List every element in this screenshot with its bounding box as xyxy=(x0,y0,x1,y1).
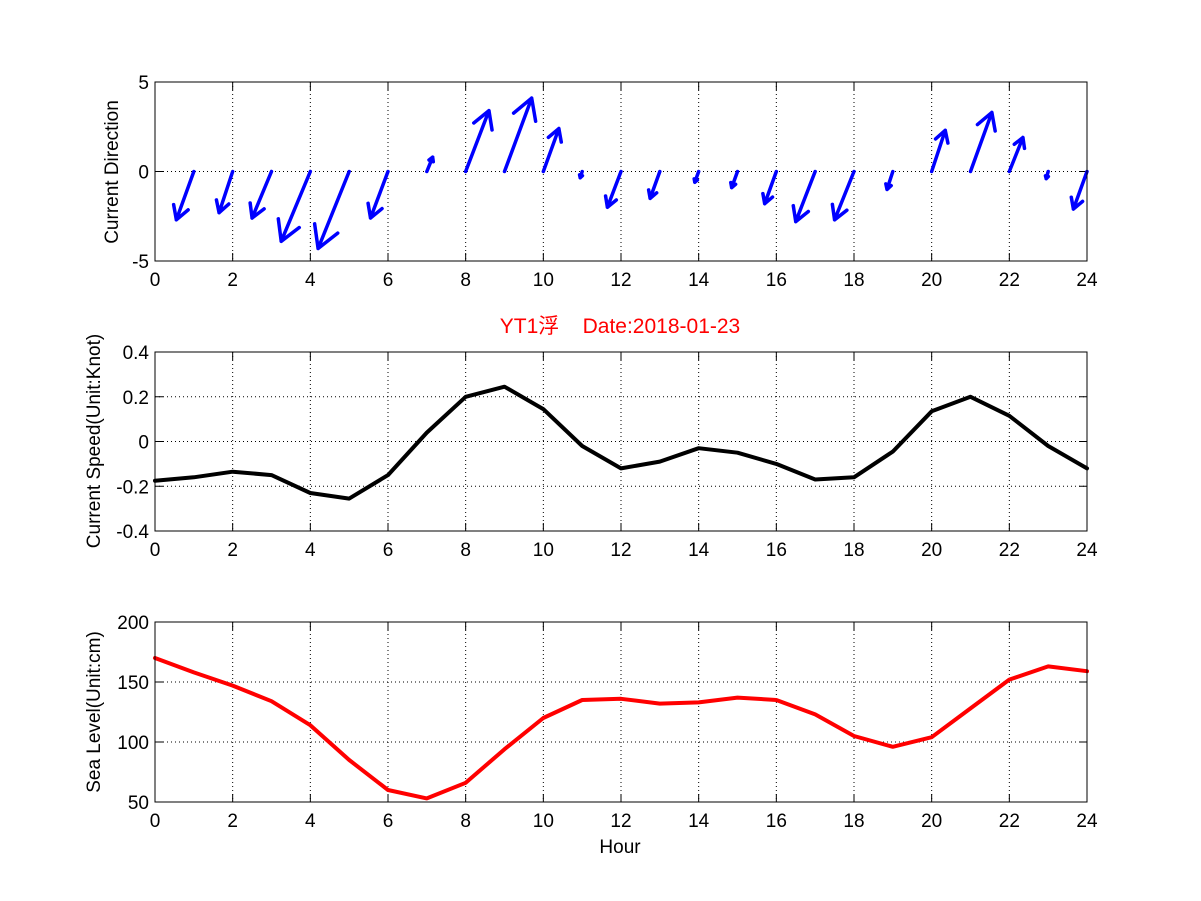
sea-level-xtick-label: 18 xyxy=(843,811,864,832)
sea-level-xtick-label: 10 xyxy=(533,811,554,832)
current-direction-panel: Current Direction 0 2 4 6 8 10 12 14 16 18 20 22 24-… xyxy=(102,73,1098,291)
current-vector-arrow xyxy=(1069,169,1089,211)
current-speed-ylabel: Current Speed(Unit:Knot) xyxy=(84,334,105,548)
current-vector-arrow xyxy=(502,96,538,174)
direction-xtick-label: 16 xyxy=(766,270,787,291)
speed-ytick-label: 0.4 xyxy=(123,343,150,364)
direction-xtick-label: 22 xyxy=(999,270,1020,291)
speed-xtick-label: 6 xyxy=(383,540,394,561)
current-vector-arrow xyxy=(1007,135,1027,174)
speed-ytick-label: -0.2 xyxy=(116,477,149,498)
current-vector-arrow xyxy=(830,169,856,222)
current-vector-arrow xyxy=(463,108,494,174)
sea-level-ytick-label: 100 xyxy=(117,733,149,754)
speed-xtick-label: 12 xyxy=(610,540,631,561)
sea-level-xtick-label: 20 xyxy=(921,811,942,832)
current-vector-arrow xyxy=(276,169,313,244)
direction-ytick-label: -5 xyxy=(132,252,149,273)
speed-series-line xyxy=(153,384,1089,501)
current-vector-arrow xyxy=(312,169,351,251)
current-vector-arrow xyxy=(1043,169,1051,181)
current-vector-arrow xyxy=(692,169,701,184)
current-vector-arrow xyxy=(425,155,436,174)
direction-ytick-label: 5 xyxy=(138,73,149,94)
direction-axes-frame xyxy=(154,81,1088,262)
direction-xtick-label: 4 xyxy=(305,270,316,291)
sea-level-panel: Sea Level(Unit:cm) Hour 0 2 4 6 8 10 12 14 16 18 2… xyxy=(84,613,1098,858)
sea-level-xlabel: Hour xyxy=(599,837,641,858)
direction-xtick-label: 6 xyxy=(383,270,394,291)
sea-level-ytick-label: 50 xyxy=(128,793,149,814)
speed-xtick-label: 4 xyxy=(305,540,316,561)
speed-xtick-label: 8 xyxy=(460,540,471,561)
current-vector-arrow xyxy=(171,169,196,222)
sea-level-xtick-label: 22 xyxy=(999,811,1020,832)
sea-level-xtick-label: 16 xyxy=(766,811,787,832)
direction-ytick-label: 0 xyxy=(138,163,149,184)
current-vector-arrow xyxy=(646,169,662,201)
current-vector-arrow xyxy=(929,128,950,174)
current-direction-ylabel: Current Direction xyxy=(102,100,123,244)
chart-title: YT1浮 Date:2018-01-23 xyxy=(500,315,740,338)
current-vector-arrow xyxy=(791,169,817,224)
current-vector-arrow xyxy=(968,110,997,174)
speed-ytick-label: 0.2 xyxy=(123,388,149,409)
current-vector-arrow xyxy=(214,169,235,215)
direction-xtick-label: 18 xyxy=(843,270,864,291)
speed-xtick-label: 22 xyxy=(999,540,1020,561)
sea-level-axes-frame xyxy=(154,621,1088,803)
sea-level-xtick-label: 14 xyxy=(688,811,710,832)
speed-xtick-label: 16 xyxy=(766,540,787,561)
speed-xtick-label: 20 xyxy=(921,540,942,561)
sea-level-xtick-label: 6 xyxy=(383,811,394,832)
sea-level-ytick-label: 200 xyxy=(117,613,149,634)
current-vector-arrow xyxy=(248,169,274,220)
sea-level-xtick-label: 2 xyxy=(227,811,238,832)
sea-level-ylabel: Sea Level(Unit:cm) xyxy=(84,631,105,793)
direction-xtick-label: 10 xyxy=(533,270,554,291)
direction-xtick-label: 20 xyxy=(921,270,942,291)
speed-xtick-label: 10 xyxy=(533,540,554,561)
sea-level-xtick-label: 12 xyxy=(610,811,631,832)
sea-level-xtick-label: 24 xyxy=(1076,811,1098,832)
direction-xtick-label: 2 xyxy=(227,270,238,291)
sea-level-xtick-label: 8 xyxy=(460,811,471,832)
current-vector-arrow xyxy=(541,126,564,174)
direction-xtick-label: 14 xyxy=(688,270,710,291)
speed-xtick-label: 24 xyxy=(1076,540,1098,561)
sea-level-xtick-label: 0 xyxy=(150,811,161,832)
current-vector-arrow xyxy=(577,169,585,180)
speed-xtick-label: 2 xyxy=(227,540,238,561)
direction-xtick-label: 8 xyxy=(460,270,471,291)
current-speed-panel: YT1浮 Date:2018-01-23 Current Speed(Unit:… xyxy=(84,315,1098,561)
speed-xtick-label: 0 xyxy=(150,540,161,561)
direction-xtick-label: 12 xyxy=(610,270,631,291)
direction-xtick-label: 24 xyxy=(1076,270,1098,291)
speed-xtick-label: 14 xyxy=(688,540,710,561)
current-vector-arrow xyxy=(761,169,779,206)
current-vector-arrow xyxy=(729,169,740,190)
current-vector-arrow xyxy=(366,169,390,220)
sea-level-series-line xyxy=(153,656,1089,801)
sea-level-xtick-label: 4 xyxy=(305,811,316,832)
sea-level-ytick-label: 150 xyxy=(117,673,149,694)
current-vector-arrow xyxy=(603,169,623,210)
sea-level-plot-area xyxy=(155,622,1087,802)
speed-axes-frame xyxy=(154,351,1088,532)
direction-xtick-label: 0 xyxy=(150,270,161,291)
speed-ytick-label: -0.4 xyxy=(116,522,149,543)
speed-xtick-label: 18 xyxy=(843,540,864,561)
speed-ytick-label: 0 xyxy=(138,433,149,454)
current-vector-arrow xyxy=(884,169,895,192)
